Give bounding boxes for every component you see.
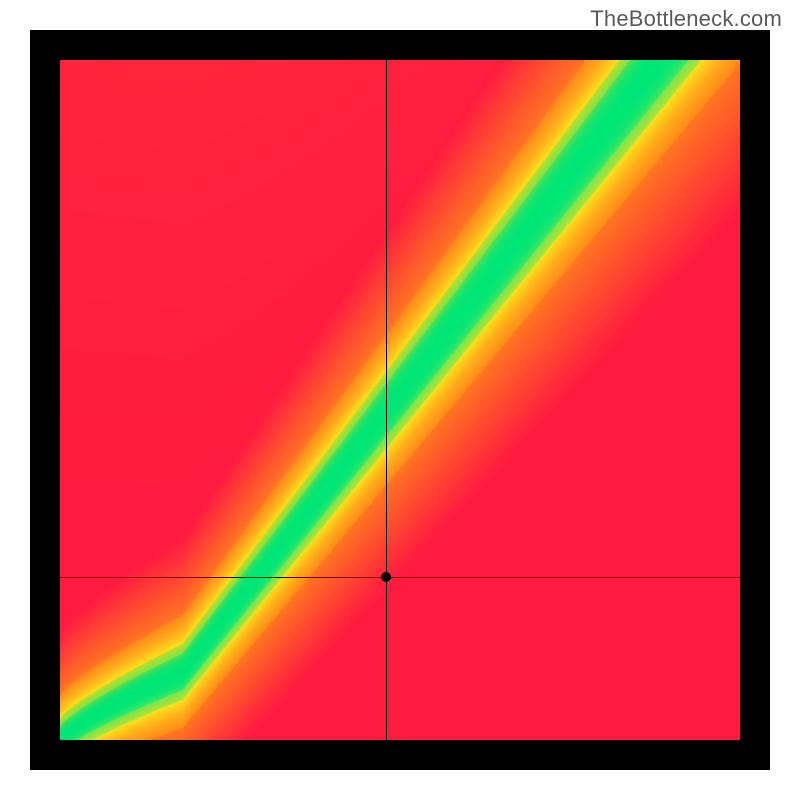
- plot-area: [60, 60, 740, 740]
- plot-black-frame: [30, 30, 770, 770]
- heatmap-canvas: [60, 60, 740, 740]
- crosshair-marker-dot: [381, 572, 391, 582]
- chart-container: TheBottleneck.com: [0, 0, 800, 800]
- watermark-text: TheBottleneck.com: [590, 6, 782, 32]
- crosshair-horizontal: [60, 577, 740, 578]
- crosshair-vertical: [386, 60, 387, 740]
